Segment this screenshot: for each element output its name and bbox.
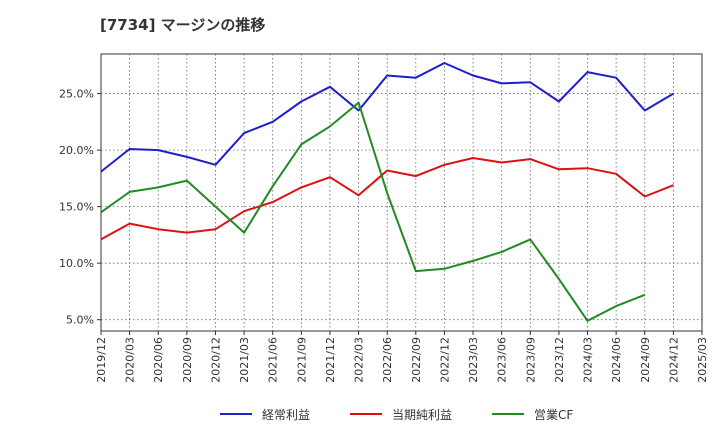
x-tick-label: 2020/12 bbox=[209, 337, 222, 383]
x-axis: 2019/12 2020/03 2020/06 2020/09 2020/12 2021/… bbox=[95, 331, 709, 383]
x-tick-label: 2022/06 bbox=[381, 337, 394, 383]
x-tick-label: 2020/06 bbox=[152, 337, 165, 383]
legend-label-2: 当期純利益 bbox=[392, 408, 452, 422]
x-tick-label: 2023/12 bbox=[553, 337, 566, 383]
legend: 経常利益 当期純利益 営業CF bbox=[220, 408, 573, 422]
x-tick-label: 2025/03 bbox=[696, 337, 709, 383]
series-line-3 bbox=[100, 101, 646, 322]
y-tick-label: 10.0% bbox=[59, 257, 94, 270]
x-tick-label: 2023/09 bbox=[524, 337, 537, 383]
x-tick-label: 2020/03 bbox=[124, 337, 137, 383]
x-tick-label: 2024/06 bbox=[610, 337, 623, 383]
x-tick-label: 2021/03 bbox=[238, 337, 251, 383]
y-tick-label: 15.0% bbox=[59, 201, 94, 214]
x-tick-label: 2021/06 bbox=[267, 337, 280, 383]
y-tick-label: 25.0% bbox=[59, 88, 94, 101]
y-axis: 5.0% 10.0% 15.0% 20.0% 25.0% bbox=[59, 88, 101, 327]
chart-title: [7734] マージンの推移 bbox=[100, 16, 265, 34]
x-tick-label: 2023/03 bbox=[467, 337, 480, 383]
x-tick-label: 2019/12 bbox=[95, 337, 108, 383]
x-tick-label: 2023/06 bbox=[496, 337, 509, 383]
plot-area bbox=[100, 53, 703, 332]
x-tick-label: 2021/12 bbox=[324, 337, 337, 383]
x-tick-label: 2024/12 bbox=[667, 337, 680, 383]
legend-label-3: 営業CF bbox=[534, 408, 573, 422]
y-tick-label: 20.0% bbox=[59, 144, 94, 157]
y-tick-label: 5.0% bbox=[66, 314, 94, 327]
series-line-2 bbox=[100, 157, 674, 241]
series-lines bbox=[100, 62, 674, 322]
x-tick-label: 2022/03 bbox=[353, 337, 366, 383]
series-line-1 bbox=[100, 62, 674, 173]
x-tick-label: 2024/03 bbox=[582, 337, 595, 383]
x-tick-label: 2022/12 bbox=[438, 337, 451, 383]
x-tick-label: 2022/09 bbox=[410, 337, 423, 383]
x-tick-label: 2021/09 bbox=[295, 337, 308, 383]
x-tick-label: 2024/09 bbox=[639, 337, 652, 383]
grid-lines bbox=[101, 54, 702, 331]
legend-label-1: 経常利益 bbox=[262, 408, 310, 422]
x-tick-label: 2020/09 bbox=[181, 337, 194, 383]
